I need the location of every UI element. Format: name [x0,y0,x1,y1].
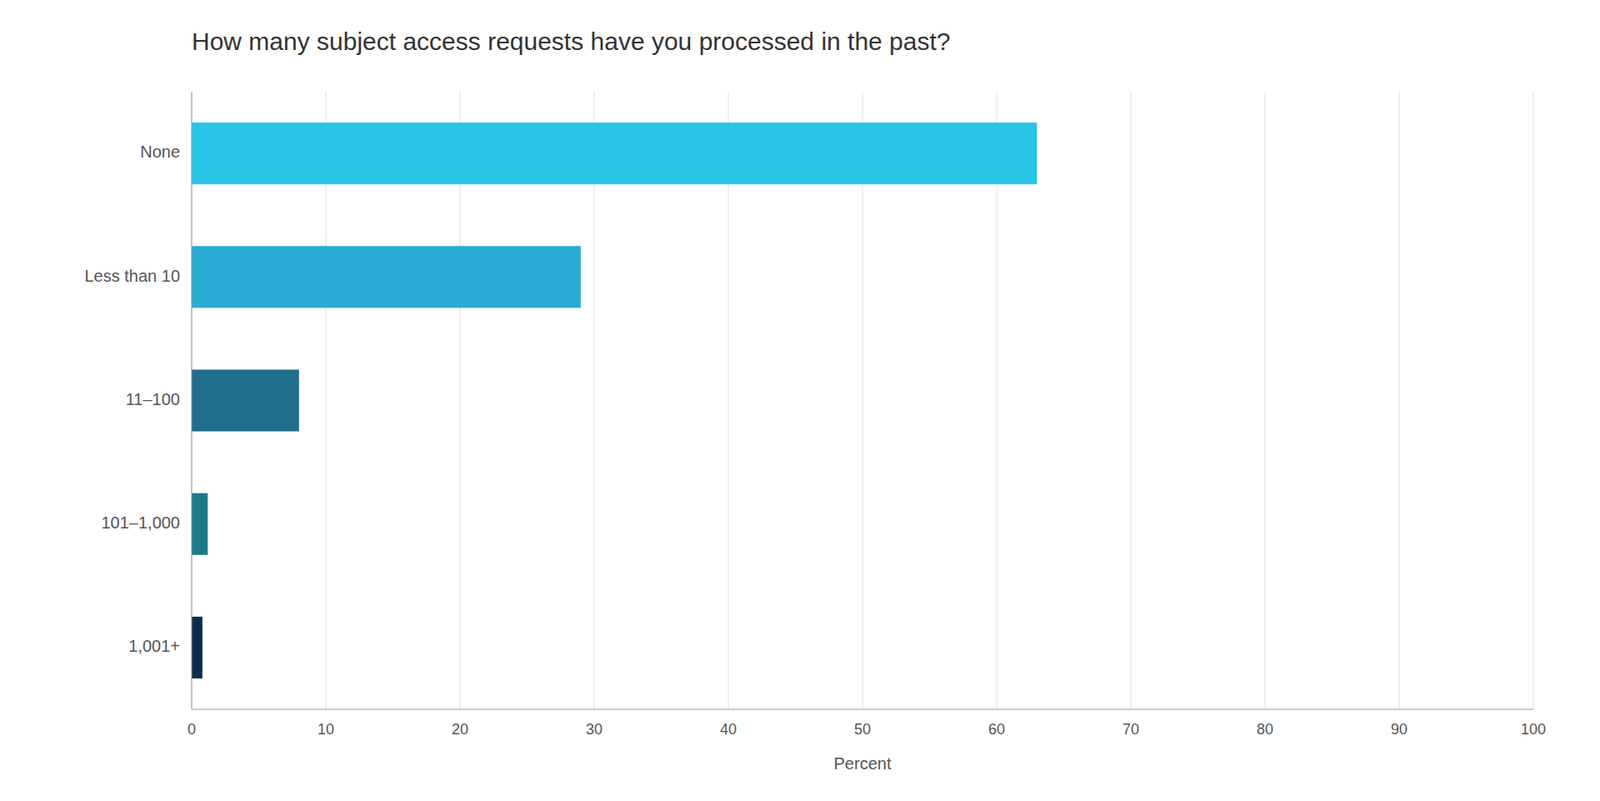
bar [191,369,300,431]
x-tick-label: 100 [1520,720,1546,738]
x-tick-label: 90 [1390,720,1408,738]
y-tick-label: None [140,142,180,161]
grid-line [191,91,193,710]
x-tick-label: 40 [720,720,737,738]
bars [191,122,1037,679]
bar [191,122,1037,185]
y-tick-label: Less than 10 [84,266,180,285]
chart-svg: How many subject access requests have yo… [0,0,1600,801]
y-tick-label: 11–100 [125,390,180,409]
x-tick-label: 10 [317,720,335,738]
bar [191,616,203,679]
y-axis-line [191,91,193,710]
x-tick-label: 70 [1122,720,1140,738]
x-tick-label: 60 [988,720,1005,738]
grid [191,91,1534,710]
x-tick-label: 20 [451,720,469,738]
x-tick-label: 80 [1256,720,1274,738]
grid-line [1399,91,1400,710]
chart-container: How many subject access requests have yo… [0,0,1600,801]
x-tick-label: 30 [585,720,603,738]
y-tick-label: 101–1,000 [100,513,180,532]
x-tick-label: 50 [854,720,871,738]
grid-line [1130,91,1132,710]
y-tick-label: 1,001+ [128,636,180,655]
x-axis-label: Percent [834,754,892,773]
bar [191,245,581,308]
chart-title: How many subject access requests have yo… [191,27,951,55]
bar [191,493,208,555]
x-tick-label: 0 [187,720,196,738]
x-axis-line [191,709,1534,710]
grid-line [1265,91,1266,710]
grid-line [1533,91,1535,710]
